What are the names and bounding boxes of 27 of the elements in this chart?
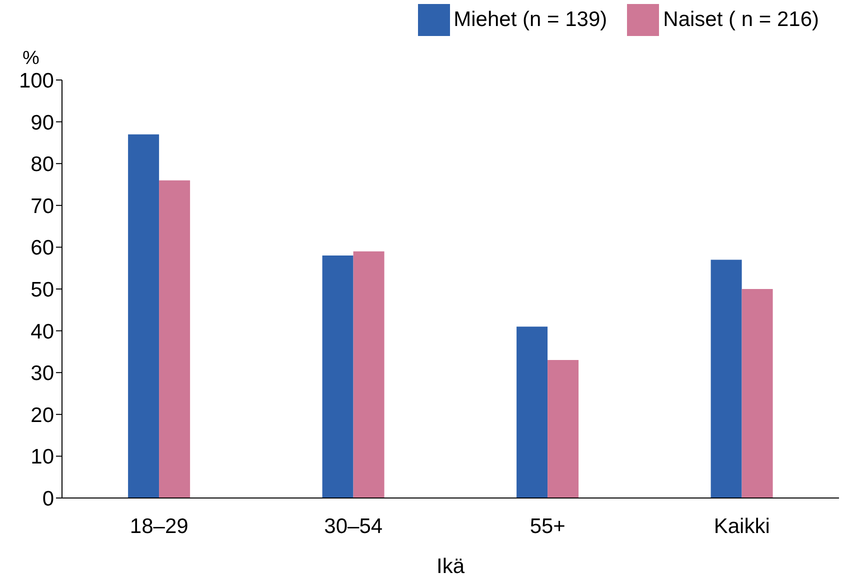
y-tick-label: 60 (30, 236, 54, 260)
x-tick-label: 55+ (530, 514, 566, 538)
y-tick-label: 50 (30, 278, 54, 302)
x-tick-label: Kaikki (714, 514, 770, 538)
y-tick-label: 30 (30, 362, 54, 386)
y-tick-label: 90 (30, 111, 54, 134)
y-tick-label: 70 (30, 194, 54, 218)
bar (742, 289, 773, 498)
y-tick-label: 0 (42, 487, 54, 510)
x-tick-label: 30–54 (324, 514, 383, 538)
y-tick-label: 100 (18, 69, 54, 92)
x-tick-label: 18–29 (130, 514, 188, 538)
y-tick-label: 80 (30, 153, 54, 176)
y-tick-label: 40 (30, 320, 54, 344)
y-tick-label: 10 (30, 446, 54, 469)
bar (159, 180, 190, 498)
y-axis-title: % (22, 48, 40, 69)
bar (710, 260, 742, 498)
legend-label: Miehet (n = 139) (454, 8, 608, 31)
bar (353, 251, 384, 498)
x-axis-title: Ikä (436, 555, 465, 578)
bar (128, 134, 160, 498)
bar (322, 256, 354, 498)
legend-label: Naiset ( n = 216) (663, 8, 819, 31)
bar (516, 326, 548, 498)
y-tick-label: 20 (30, 404, 54, 427)
bar (548, 360, 579, 498)
